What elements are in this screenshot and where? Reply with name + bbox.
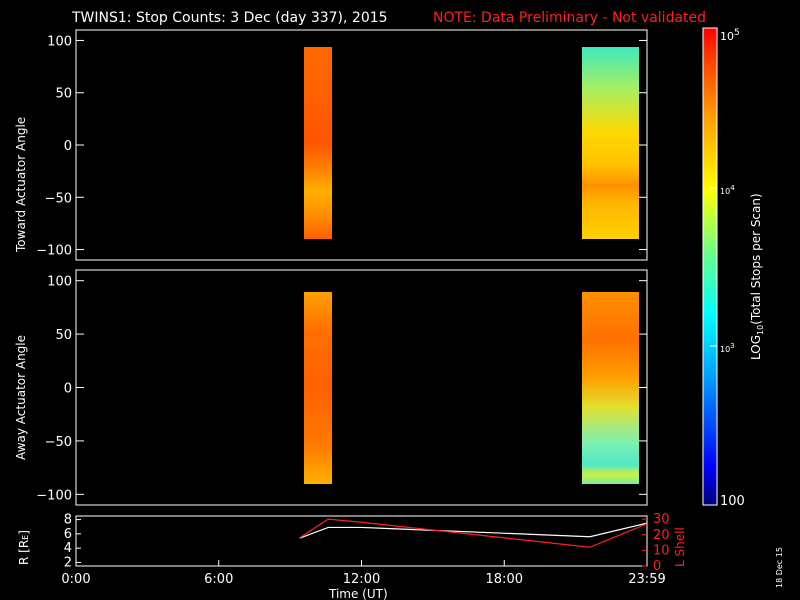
away-block-1 bbox=[304, 292, 332, 484]
x-axis-ticks: 0:00 6:00 12:00 18:00 23:59 bbox=[61, 560, 666, 587]
toward-block-2 bbox=[582, 47, 639, 239]
away-y-tick-label: 0 bbox=[64, 382, 72, 397]
panel-away-frame bbox=[75, 269, 648, 506]
colorbar-label-post: (Total Stops per Scan) bbox=[749, 193, 763, 324]
away-y-tick-label: −100 bbox=[36, 488, 72, 503]
toward-y-label: Toward Actuator Angle bbox=[14, 117, 28, 253]
plot-title: TWINS1: Stop Counts: 3 Dec (day 337), 20… bbox=[71, 10, 388, 26]
ephem-right-tick-label: 10 bbox=[653, 543, 670, 558]
colorbar-label-sub: 10 bbox=[756, 325, 765, 335]
ephem-left-label-text: R [R bbox=[17, 540, 31, 565]
colorbar-tick-bottom: 100 bbox=[720, 494, 745, 509]
ephem-left-tick-label: 2 bbox=[64, 555, 72, 570]
radius-line bbox=[299, 522, 648, 539]
colorbar-label: LOG10(Total Stops per Scan) bbox=[749, 193, 765, 360]
date-stamp: 18 Dec 15 bbox=[775, 547, 784, 588]
ephem-left-label-sub: E bbox=[21, 535, 30, 540]
colorbar: 105 104 103 100 LOG10(Total Stops per Sc… bbox=[702, 27, 765, 509]
x-tick-label: 23:59 bbox=[628, 572, 665, 587]
ephem-right-label: L Shell bbox=[673, 527, 687, 567]
ephem-right-tick-label: 0 bbox=[653, 559, 661, 574]
ephem-right-tick-label: 20 bbox=[653, 528, 670, 543]
colorbar-label-pre: LOG bbox=[749, 335, 763, 360]
preliminary-note: NOTE: Data Preliminary - Not validated bbox=[433, 10, 706, 26]
ephemeris-frame bbox=[75, 515, 648, 567]
toward-y-tick-label: −50 bbox=[45, 191, 72, 206]
ephem-left-label: R [RE] bbox=[17, 530, 31, 565]
lshell-line bbox=[299, 518, 648, 548]
colorbar-tick-low: 103 bbox=[720, 342, 735, 354]
ephem-left-tick-label: 4 bbox=[64, 541, 72, 556]
x-tick-label: 0:00 bbox=[61, 572, 90, 587]
toward-block-1 bbox=[304, 47, 332, 239]
toward-y-tick-label: 50 bbox=[55, 87, 72, 102]
colorbar-scale bbox=[702, 27, 718, 506]
x-axis-label: Time (UT) bbox=[328, 587, 388, 600]
panel-toward-frame bbox=[75, 29, 648, 261]
panel-away: 100 50 0 −50 −100 Away Actuator Angle bbox=[14, 269, 648, 506]
toward-y-tick-label: 0 bbox=[64, 139, 72, 154]
ephem-left-label-close: ] bbox=[17, 530, 31, 535]
colorbar-tick-low-exp: 3 bbox=[730, 342, 734, 350]
toward-y-tick-label: −100 bbox=[36, 244, 72, 259]
ephem-left-tick-label: 8 bbox=[64, 513, 72, 528]
colorbar-tick-top: 105 bbox=[720, 28, 740, 43]
colorbar-tick-mid: 104 bbox=[720, 184, 735, 196]
ephem-left-tick-label: 6 bbox=[64, 527, 72, 542]
toward-y-ticks: 100 50 0 −50 −100 bbox=[36, 34, 647, 259]
colorbar-tick-low-base: 10 bbox=[720, 345, 730, 354]
away-y-label: Away Actuator Angle bbox=[14, 335, 28, 460]
x-tick-label: 12:00 bbox=[343, 572, 380, 587]
colorbar-tick-mid-base: 10 bbox=[720, 187, 730, 196]
ephem-right-tick-label: 30 bbox=[653, 512, 670, 527]
away-y-ticks: 100 50 0 −50 −100 bbox=[36, 275, 647, 503]
away-y-tick-label: −50 bbox=[45, 435, 72, 450]
away-y-tick-label: 50 bbox=[55, 328, 72, 343]
away-block-2 bbox=[582, 292, 639, 484]
away-y-tick-label: 100 bbox=[47, 275, 72, 290]
x-tick-label: 6:00 bbox=[204, 572, 233, 587]
x-tick-label: 18:00 bbox=[486, 572, 523, 587]
panel-toward: 100 50 0 −50 −100 Toward Actuator Angle bbox=[14, 29, 648, 261]
toward-y-tick-label: 100 bbox=[47, 34, 72, 49]
colorbar-tick-mid-exp: 4 bbox=[730, 184, 735, 192]
colorbar-tick-top-exp: 5 bbox=[734, 28, 740, 38]
colorbar-tick-top-base: 10 bbox=[720, 30, 734, 43]
